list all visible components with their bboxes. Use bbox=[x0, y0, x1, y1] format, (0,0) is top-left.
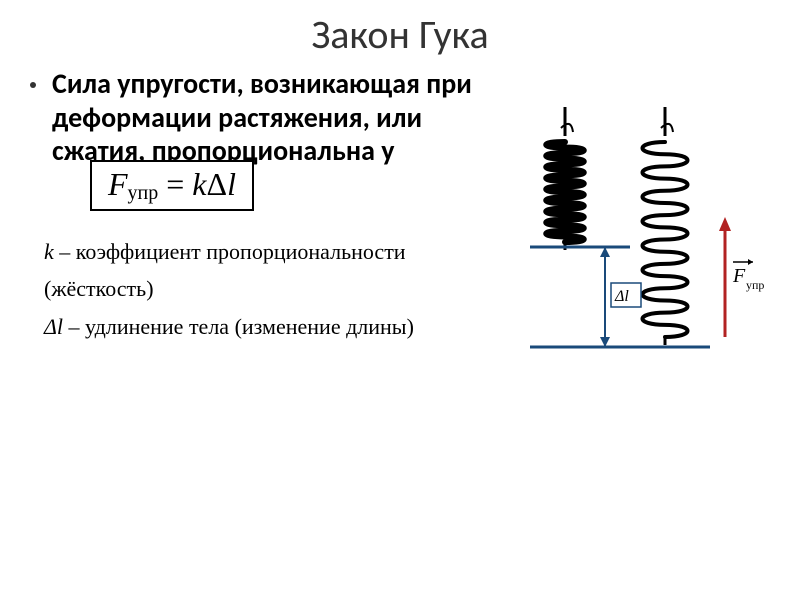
formula-delta: Δ bbox=[207, 166, 228, 202]
spring-diagram: Δl Fупр bbox=[510, 107, 770, 392]
bullet-dot-icon bbox=[30, 82, 36, 88]
content-row: Сила упругости, возникающая при деформац… bbox=[30, 67, 770, 392]
slide-title: Закон Гука bbox=[30, 10, 770, 59]
svg-text:F: F bbox=[732, 265, 746, 287]
definition-dl-text: – удлинение тела (изменение длины) bbox=[63, 314, 414, 339]
definition-dl-symbol: Δl bbox=[44, 314, 63, 339]
definition-k: k – коэффициент пропорциональности (жёст… bbox=[44, 233, 510, 308]
formula-F: F bbox=[108, 166, 128, 202]
definition-k-text: – коэффициент пропорциональности (жёстко… bbox=[44, 239, 406, 301]
definition-k-symbol: k bbox=[44, 239, 54, 264]
formula-l: l bbox=[227, 166, 236, 202]
formula-eq: = bbox=[158, 166, 192, 202]
definitions-block: k – коэффициент пропорциональности (жёст… bbox=[44, 233, 510, 345]
text-column: Сила упругости, возникающая при деформац… bbox=[30, 67, 510, 345]
definition-dl: Δl – удлинение тела (изменение длины) bbox=[44, 308, 510, 345]
spring-diagram-svg: Δl Fупр bbox=[510, 107, 770, 387]
bullet-item: Сила упругости, возникающая при деформац… bbox=[30, 67, 510, 168]
formula-box: Fупр = kΔl bbox=[90, 160, 254, 211]
formula-k: k bbox=[192, 166, 206, 202]
formula-F-sub: упр bbox=[128, 182, 159, 204]
svg-text:упр: упр bbox=[746, 278, 764, 292]
svg-text:Δl: Δl bbox=[614, 288, 629, 305]
bullet-text: Сила упругости, возникающая при деформац… bbox=[52, 67, 510, 168]
